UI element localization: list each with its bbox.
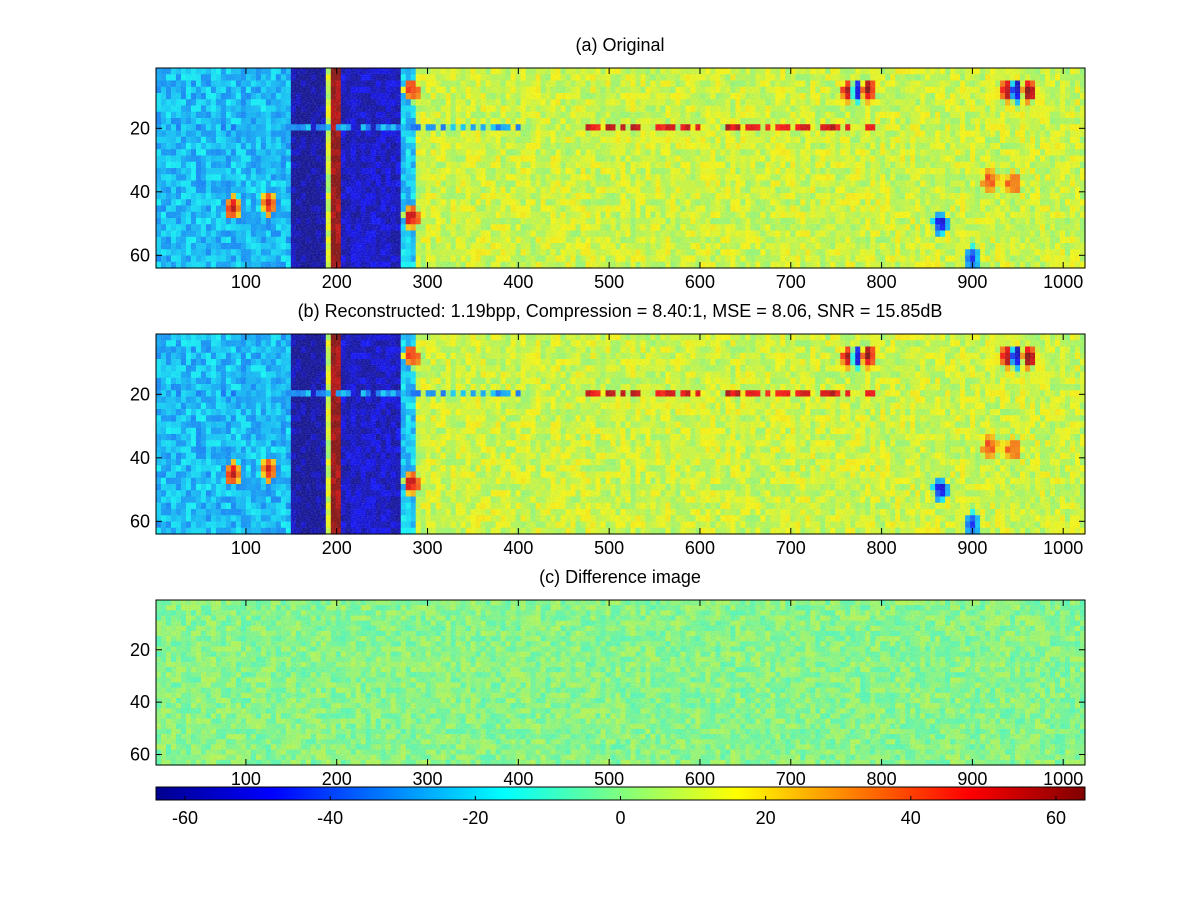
panel-a-title: (a) Original (575, 35, 664, 55)
heatmap-a (156, 68, 1086, 269)
panel-a: (a) Original 100 200 300 400 500 600 700 800 900… (130, 35, 1086, 292)
